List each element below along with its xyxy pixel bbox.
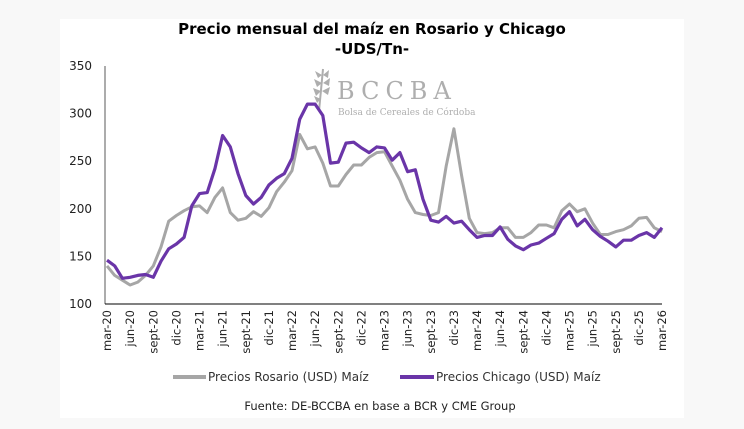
y-tick-label: 150 — [69, 249, 92, 263]
x-tick-label: sept-21 — [239, 310, 253, 354]
series-line-rosario — [105, 127, 663, 287]
chart-card: Precio mensual del maíz en Rosario y Chi… — [60, 19, 684, 418]
y-tick-label: 350 — [69, 59, 92, 73]
legend-label-rosario: Precios Rosario (USD) Maíz — [208, 370, 369, 384]
watermark-subtitle: Bolsa de Cereales de Córdoba — [338, 107, 476, 118]
x-tick-label: jun-21 — [216, 310, 230, 348]
chart-subtitle: -UDS/Tn- — [335, 40, 409, 58]
y-axis: 100 150 200 250 300 350 — [69, 59, 106, 311]
series-line-chicago — [106, 102, 664, 280]
x-tick-label: dic-22 — [354, 310, 368, 346]
x-tick-label: sept-22 — [331, 310, 345, 354]
x-tick-label: sept-25 — [609, 310, 623, 354]
bccba-watermark-logo: BCCBA Bolsa de Cereales de Córdoba — [313, 68, 476, 118]
line-chart: Precio mensual del maíz en Rosario y Chi… — [69, 20, 669, 413]
x-tick-label: sept-23 — [424, 310, 438, 354]
x-tick-label: mar-26 — [655, 310, 669, 351]
x-tick-label: dic-21 — [262, 310, 276, 346]
x-tick-label: mar-25 — [563, 310, 577, 351]
legend-label-chicago: Precios Chicago (USD) Maíz — [436, 370, 601, 384]
watermark-brand: BCCBA — [337, 77, 457, 105]
x-tick-label: mar-23 — [378, 310, 392, 351]
x-tick-label: dic-20 — [169, 310, 183, 346]
x-tick-label: mar-20 — [100, 310, 114, 351]
x-tick-label: dic-24 — [539, 310, 553, 346]
x-tick-label: mar-24 — [470, 310, 484, 351]
x-tick-label: mar-22 — [285, 310, 299, 351]
x-tick-label: jun-22 — [308, 310, 322, 348]
x-tick-label: sept-20 — [146, 310, 160, 354]
wheat-icon — [313, 68, 330, 112]
x-tick-label: jun-23 — [401, 310, 415, 348]
y-tick-label: 250 — [69, 154, 92, 168]
x-axis: mar-20 jun-20 sept-20 dic-20 mar-21 jun-21 sep… — [100, 303, 669, 354]
x-tick-label: mar-21 — [193, 310, 207, 351]
y-tick-label: 300 — [69, 107, 92, 121]
series-lines — [105, 102, 664, 287]
source-note: Fuente: DE-BCCBA en base a BCR y CME Gro… — [244, 399, 515, 413]
x-tick-label: sept-24 — [516, 310, 530, 354]
legend: Precios Rosario (USD) Maíz Precios Chica… — [173, 370, 601, 384]
x-tick-label: jun-20 — [123, 310, 137, 348]
chart-title: Precio mensual del maíz en Rosario y Chi… — [178, 20, 566, 38]
x-tick-label: jun-25 — [586, 310, 600, 348]
x-tick-label: jun-24 — [493, 310, 507, 348]
x-tick-label: dic-25 — [632, 310, 646, 346]
y-tick-label: 100 — [69, 297, 92, 311]
y-tick-label: 200 — [69, 202, 92, 216]
x-tick-label: dic-23 — [447, 310, 461, 346]
